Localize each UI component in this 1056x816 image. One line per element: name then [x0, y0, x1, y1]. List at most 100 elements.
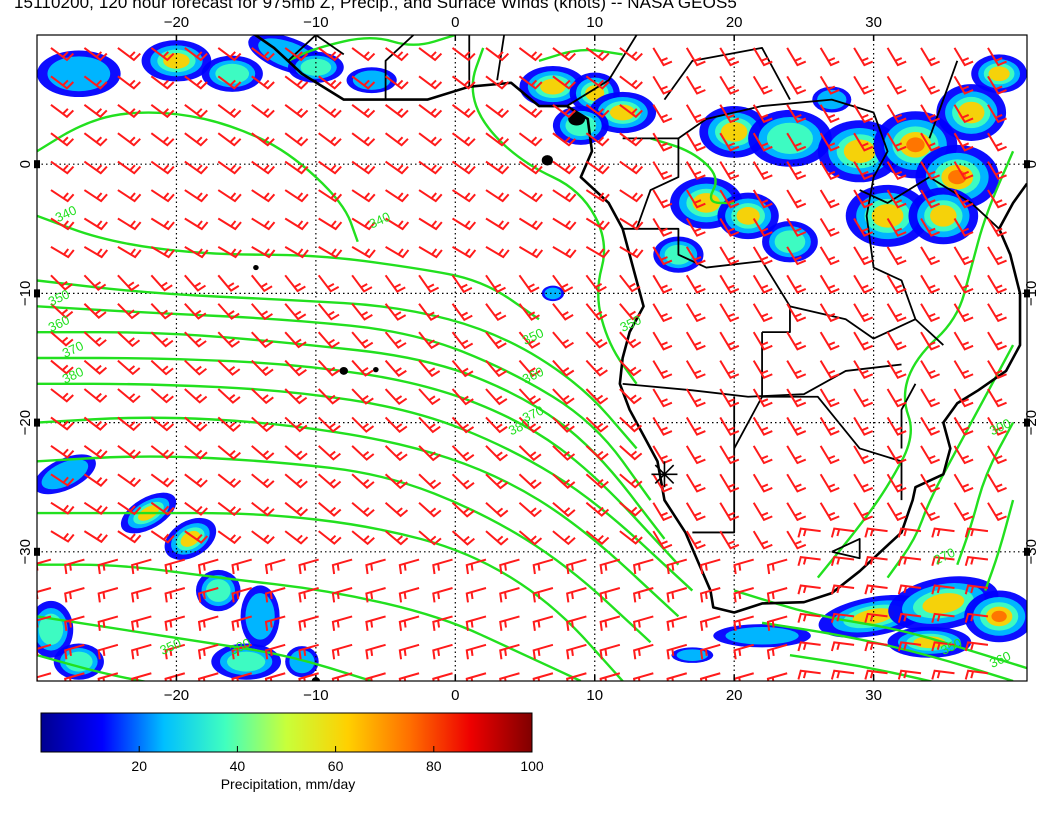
wind-barb: [317, 445, 342, 461]
wind-barb: [284, 445, 308, 461]
wind-barb: [217, 416, 241, 432]
wind-barb: [418, 501, 442, 518]
wind-barb: [317, 359, 341, 377]
wind-barb: [752, 502, 773, 522]
wind-barb: [652, 502, 673, 522]
wind-barb: [585, 473, 609, 489]
lat-tick-right: [1024, 418, 1030, 427]
wind-barb: [384, 530, 409, 546]
wind-barb: [197, 643, 219, 660]
wind-barb: [284, 388, 308, 405]
wind-barb: [886, 47, 907, 67]
wind-barb: [184, 473, 208, 488]
wind-barb: [786, 75, 807, 95]
wind-barb: [50, 47, 75, 62]
wind-barb: [920, 161, 941, 181]
precip-cell: [692, 193, 721, 213]
wind-barb: [733, 558, 754, 575]
wind-barb: [50, 75, 75, 90]
wind-barb: [251, 246, 276, 259]
wind-barb: [217, 388, 241, 404]
wind-barb: [418, 359, 441, 378]
wind-barb: [150, 331, 174, 348]
wind-barb: [552, 359, 575, 377]
wind-barb: [485, 217, 510, 231]
wind-barb: [666, 558, 688, 575]
wind-barb: [585, 359, 608, 377]
lon-label-top: 0: [451, 14, 459, 31]
wind-barb: [465, 643, 487, 660]
wind-barb: [733, 587, 754, 603]
wind-barb: [552, 160, 577, 175]
country-border: [762, 306, 791, 334]
wind-barb: [552, 530, 576, 546]
wind-barb: [819, 104, 840, 124]
wind-barb: [585, 75, 610, 90]
wind-barb: [451, 217, 477, 231]
wind-barb: [886, 75, 907, 95]
wind-barb: [786, 104, 807, 124]
precip-cell: [215, 63, 250, 84]
wind-barb: [284, 160, 309, 175]
wind-barb: [719, 530, 740, 550]
wind-barb: [385, 246, 410, 259]
wind-barb: [465, 587, 487, 603]
wind-barb: [150, 132, 175, 147]
wind-barb: [451, 530, 475, 546]
wind-barb: [719, 189, 740, 209]
colorbar-ticks: 20 40 60 80 100: [131, 746, 544, 774]
wind-barb: [886, 502, 907, 522]
wind-barb: [585, 530, 610, 545]
wind-barb: [284, 75, 309, 90]
contour-line: [37, 416, 680, 618]
wind-barb: [733, 615, 754, 631]
wind-barb: [384, 75, 409, 90]
wind-barb: [83, 445, 108, 459]
precip-cell: [676, 649, 709, 661]
wind-barb: [351, 473, 375, 489]
wind-barb: [920, 303, 941, 323]
wind-barb: [485, 274, 506, 294]
wind-barb: [485, 47, 510, 62]
wind-barb: [652, 161, 673, 181]
wind-barb: [987, 502, 1007, 522]
wind-barb: [184, 530, 209, 544]
lon-label-bottom: 0: [451, 687, 459, 700]
wind-barb: [518, 331, 541, 349]
wind-barb: [318, 530, 342, 545]
lat-label-left: 0: [17, 160, 34, 168]
country-border: [566, 35, 638, 107]
lon-label-bottom: −20: [164, 687, 189, 700]
wind-barb: [719, 445, 740, 465]
wind-barb: [97, 558, 119, 575]
wind-barb: [786, 502, 807, 522]
wind-barb: [987, 75, 1007, 95]
wind-barb: [50, 445, 75, 459]
wind-barb: [184, 246, 209, 259]
wind-barb: [853, 360, 874, 379]
wind-barb: [619, 75, 643, 90]
wind-barb: [184, 217, 209, 231]
contour-line: [37, 330, 666, 540]
precip-cell: [585, 85, 605, 101]
wind-barb: [719, 132, 740, 152]
wind-barb: [351, 103, 376, 119]
lat-tick-left: [34, 418, 40, 427]
wind-barb: [552, 473, 576, 489]
wind-barb: [830, 641, 855, 652]
contour-line: [37, 455, 652, 644]
contour-line: [886, 344, 1015, 579]
wind-barb: [150, 47, 175, 62]
wind-barb: [284, 189, 309, 203]
wind-barb: [619, 132, 643, 147]
wind-barb: [786, 473, 807, 493]
island: [373, 367, 379, 373]
wind-barb: [117, 160, 142, 175]
contour-line: [650, 137, 735, 205]
wind-barb: [97, 587, 119, 603]
contour-line: [37, 654, 149, 681]
lat-tick-left: [34, 547, 40, 556]
wind-barb: [117, 445, 141, 460]
wind-barb: [231, 643, 253, 660]
wind-barb: [217, 331, 241, 348]
